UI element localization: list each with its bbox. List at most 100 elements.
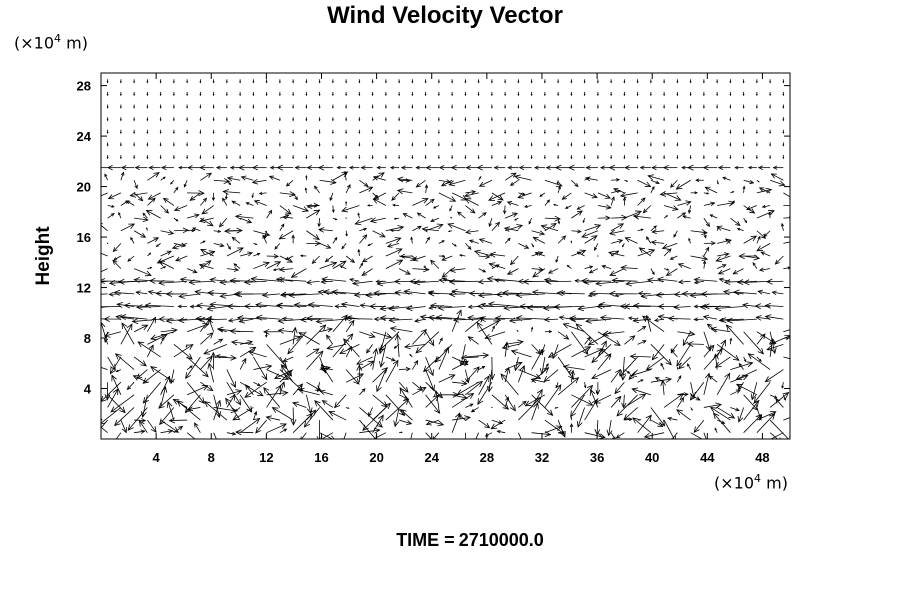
- wind-vector: [610, 91, 613, 97]
- wind-vector: [319, 327, 334, 333]
- wind-vector: [506, 201, 519, 206]
- wind-vector: [690, 432, 703, 439]
- wind-vector: [271, 407, 294, 421]
- wind-vector: [594, 243, 599, 252]
- wind-vector: [385, 225, 405, 232]
- wind-vector: [676, 79, 679, 84]
- wind-vector: [253, 230, 271, 237]
- wind-vector: [714, 356, 731, 368]
- wind-vector: [399, 431, 403, 434]
- wind-vector: [133, 155, 136, 160]
- wind-vector: [636, 155, 639, 160]
- wind-vector: [409, 278, 426, 285]
- wind-vector: [146, 104, 149, 109]
- wind-vector: [758, 187, 771, 194]
- wind-vector: [331, 205, 335, 213]
- wind-vector: [360, 165, 373, 170]
- wind-vector: [775, 398, 784, 408]
- wind-vector: [120, 165, 135, 171]
- wind-vector: [340, 301, 360, 308]
- wind-vector: [158, 316, 174, 323]
- wind-vector: [449, 216, 453, 219]
- wind-vector: [557, 129, 560, 135]
- wind-vector: [306, 324, 327, 345]
- wind-vector: [760, 251, 771, 257]
- wind-vector: [517, 91, 520, 97]
- wind-vector: [581, 277, 612, 284]
- wind-vector: [213, 229, 222, 233]
- wind-vector: [659, 190, 678, 197]
- wind-vector: [252, 91, 255, 97]
- wind-vector: [412, 387, 427, 396]
- wind-vector: [173, 227, 189, 234]
- wind-vector: [515, 292, 545, 299]
- wind-vector: [425, 394, 441, 414]
- wind-vector: [411, 129, 414, 135]
- wind-vector: [265, 91, 268, 97]
- wind-vector: [625, 280, 651, 287]
- x-tick-label: 28: [480, 450, 494, 465]
- wind-vector: [331, 289, 360, 296]
- wind-vector: [530, 142, 533, 147]
- wind-vector: [557, 235, 567, 244]
- wind-vector: [766, 278, 784, 285]
- wind-vector: [491, 325, 495, 332]
- wind-vector: [621, 394, 627, 409]
- wind-vector: [489, 251, 506, 258]
- wind-vector: [464, 432, 467, 439]
- wind-vector: [212, 155, 215, 160]
- wind-vector: [226, 247, 244, 257]
- wind-vector: [583, 155, 586, 160]
- wind-vector: [106, 117, 109, 122]
- wind-vector: [345, 319, 355, 332]
- wind-vector: [717, 252, 730, 257]
- wind-vector: [239, 129, 242, 135]
- wind-vector: [243, 303, 267, 310]
- wind-vector: [398, 381, 409, 393]
- wind-vector: [660, 379, 666, 395]
- wind-vector: [126, 381, 135, 391]
- wind-vector: [756, 210, 775, 219]
- wind-vector: [734, 165, 744, 170]
- wind-vector: [393, 344, 400, 349]
- wind-vector: [427, 290, 453, 297]
- wind-vector: [695, 178, 704, 182]
- wind-vector: [138, 420, 148, 433]
- wind-vector: [142, 212, 148, 219]
- wind-vector: [677, 396, 685, 408]
- wind-vector: [716, 129, 719, 135]
- wind-vector: [389, 326, 413, 333]
- wind-vector: [292, 142, 295, 147]
- wind-vector: [729, 104, 732, 109]
- wind-vector: [411, 155, 414, 160]
- wind-vector: [614, 293, 625, 298]
- wind-vector: [693, 317, 704, 322]
- wind-vector: [583, 79, 586, 84]
- wind-vector: [226, 381, 242, 406]
- wind-vector: [555, 255, 559, 263]
- wind-vector: [136, 369, 148, 380]
- wind-vector: [517, 155, 520, 160]
- wind-vector: [292, 91, 295, 97]
- wind-vector: [782, 91, 785, 97]
- wind-vector: [428, 305, 439, 310]
- wind-vector: [468, 290, 492, 297]
- wind-vector: [758, 267, 771, 272]
- wind-vector: [673, 304, 691, 311]
- wind-vector: [610, 79, 613, 84]
- wind-vector: [640, 292, 665, 299]
- wind-vector: [430, 217, 440, 222]
- wind-vector: [591, 344, 612, 364]
- wind-vector: [199, 104, 202, 109]
- wind-vector: [702, 104, 705, 109]
- wind-vector: [160, 327, 178, 334]
- wind-vector: [597, 255, 599, 257]
- wind-vector: [186, 365, 193, 370]
- wind-vector: [121, 322, 135, 345]
- wind-vector: [611, 277, 638, 284]
- wind-vector: [213, 354, 237, 361]
- wind-vector: [334, 394, 347, 409]
- wind-vector: [547, 268, 559, 274]
- wind-vector: [398, 104, 401, 109]
- wind-vector: [507, 165, 519, 170]
